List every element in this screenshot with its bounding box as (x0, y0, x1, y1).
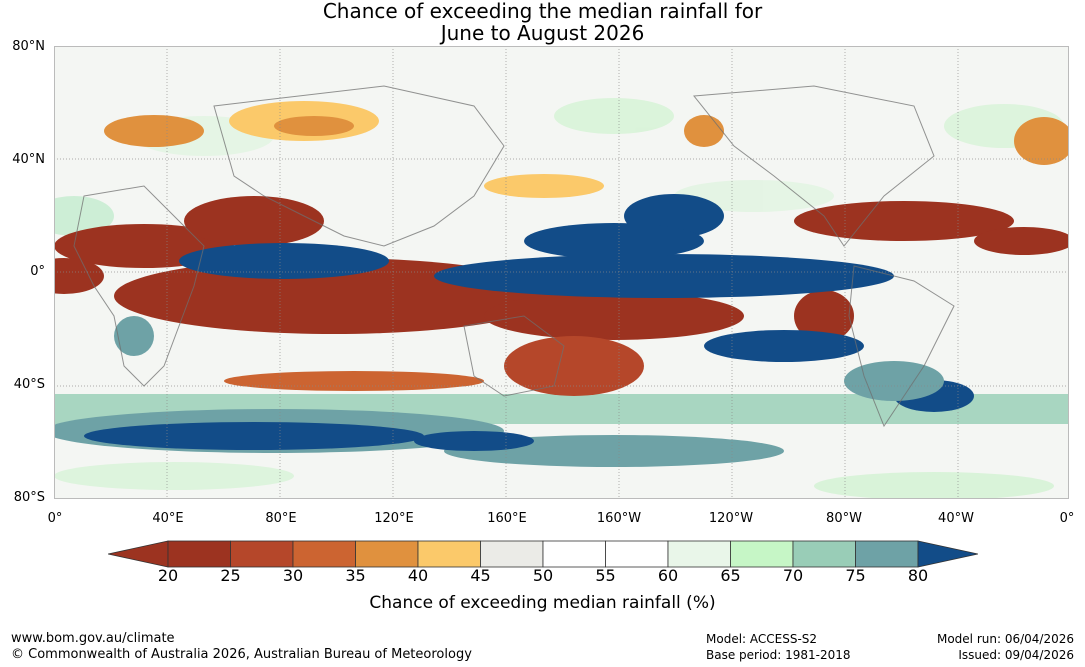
colorbar-cell-60-65 (667, 540, 731, 568)
lon-label-80w: 80°W (826, 511, 862, 526)
colorbar-cell-50-55 (542, 540, 606, 568)
colorbar-tick-70: 70 (782, 566, 804, 585)
lat-label-40n: 40°N (12, 152, 45, 167)
lon-label-160e: 160°E (487, 511, 527, 526)
lon-label-120w: 120°W (708, 511, 754, 526)
colorbar-tick-35: 35 (345, 566, 366, 585)
footer-model: Model: ACCESS-S2 (706, 632, 818, 646)
lon-label-40w: 40°W (938, 511, 974, 526)
colorbar-tick-40: 40 (407, 566, 429, 585)
southern-wet-band (54, 361, 1069, 467)
colorbar-tick-20: 20 (157, 566, 179, 585)
footer-issued: Issued: 09/04/2026 (958, 648, 1074, 662)
colorbar-tick-60: 60 (657, 566, 679, 585)
footer-model-run: Model run: 06/04/2026 (936, 632, 1074, 646)
colorbar-cell-70-75 (792, 540, 856, 568)
colorbar-tick-45: 45 (470, 566, 491, 585)
colorbar-cell-30-35 (292, 540, 356, 568)
map-frame (54, 46, 1069, 499)
lon-label-40e: 40°E (152, 511, 184, 526)
colorbar (108, 540, 978, 568)
lon-label-80e: 80°E (265, 511, 297, 526)
colorbar-tick-25: 25 (220, 566, 241, 585)
northern-dry-patches (104, 101, 1069, 198)
colorbar-tick-50: 50 (532, 566, 554, 585)
graticule (54, 46, 1069, 499)
footer-copyright: © Commonwealth of Australia 2026, Austra… (11, 647, 472, 662)
colorbar-tick-80: 80 (907, 566, 929, 585)
lon-label-0: 0° (47, 511, 63, 526)
footer-url: www.bom.gov.au/climate (11, 631, 175, 646)
colorbar-cell-45-50 (480, 540, 544, 568)
colorbar-over-triangle (917, 540, 978, 568)
equatorial-wet-band (114, 194, 894, 362)
rainfall-probability-map (54, 46, 1069, 499)
colorbar-cell-65-70 (730, 540, 794, 568)
lon-label-120e: 120°E (374, 511, 414, 526)
colorbar-cell-25-30 (230, 540, 294, 568)
lat-label-0: 0° (30, 264, 45, 279)
colorbar-tick-30: 30 (282, 566, 304, 585)
map-title-line1: Chance of exceeding the median rainfall … (322, 0, 763, 23)
colorbar-tick-75: 75 (845, 566, 866, 585)
colorbar-cells (108, 540, 978, 568)
footer-base-period: Base period: 1981-2018 (706, 648, 851, 662)
lat-label-40s: 40°S (13, 377, 45, 392)
colorbar-under-triangle (108, 540, 169, 568)
coastlines (73, 85, 955, 428)
colorbar-tick-55: 55 (595, 566, 616, 585)
equatorial-dry-band (54, 196, 1069, 396)
lon-label-0-east: 0° (1059, 511, 1075, 526)
colorbar-cell-20-25 (167, 540, 231, 568)
colorbar-tick-65: 65 (720, 566, 741, 585)
lon-label-160w: 160°W (596, 511, 642, 526)
colorbar-cell-75-80 (855, 540, 919, 568)
colorbar-cell-35-40 (355, 540, 419, 568)
map-title-line2: June to August 2026 (440, 21, 645, 45)
lat-label-80s: 80°S (13, 490, 45, 505)
colorbar-cell-55-60 (605, 540, 669, 568)
colorbar-label: Chance of exceeding median rainfall (%) (369, 593, 716, 613)
colorbar-cell-40-45 (417, 540, 481, 568)
lat-label-80n: 80°N (12, 39, 45, 54)
